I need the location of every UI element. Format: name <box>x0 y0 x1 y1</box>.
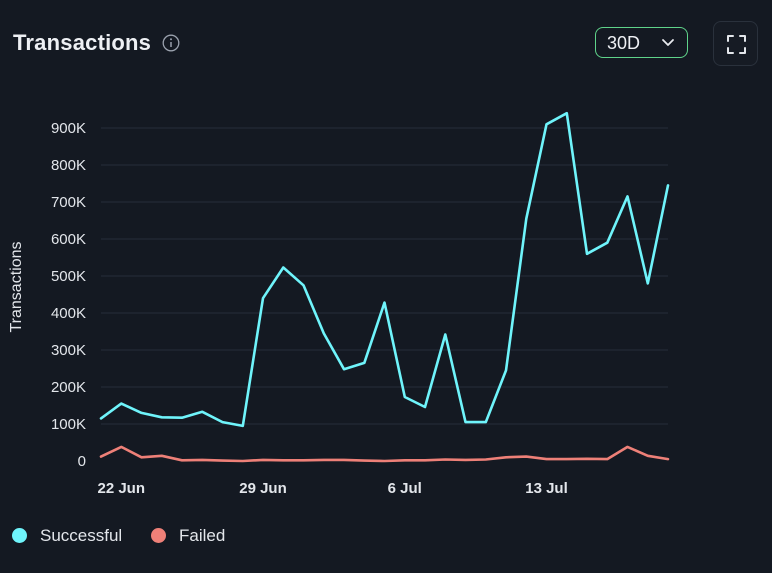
time-range-value: 30D <box>607 33 641 53</box>
y-tick-label: 800K <box>51 157 86 174</box>
y-tick-label: 400K <box>51 305 86 322</box>
legend-successful-swatch <box>12 528 27 543</box>
chart-series <box>99 111 670 463</box>
x-tick-label: 6 Jul <box>388 480 422 497</box>
chevron-down-icon <box>662 39 674 46</box>
y-tick-label: 700K <box>51 194 86 211</box>
page-title: Transactions <box>13 30 152 55</box>
y-tick-label: 0 <box>78 453 86 470</box>
chart-grid <box>101 127 668 425</box>
fullscreen-icon <box>727 35 746 54</box>
x-tick-label: 29 Jun <box>239 480 287 497</box>
info-circle-icon[interactable] <box>162 34 180 52</box>
x-tick-label: 22 Jun <box>97 480 145 497</box>
y-tick-label: 900K <box>51 120 86 137</box>
y-tick-label: 600K <box>51 231 86 248</box>
y-tick-label: 300K <box>51 342 86 359</box>
time-range-select[interactable]: 30D <box>595 27 688 58</box>
y-tick-label: 100K <box>51 416 86 433</box>
legend-successful-label: Successful <box>40 526 123 545</box>
series-line-successful <box>99 111 670 428</box>
legend-failed-label: Failed <box>179 526 226 545</box>
legend-item-failed[interactable]: Failed <box>151 525 241 545</box>
fullscreen-button[interactable] <box>713 21 758 66</box>
x-axis-ticks: 22 Jun 29 Jun 6 Jul 13 Jul <box>97 480 567 497</box>
legend-failed-swatch <box>151 528 166 543</box>
y-axis-label: Transactions <box>8 242 25 333</box>
y-tick-label: 500K <box>51 268 86 285</box>
x-tick-label: 13 Jul <box>525 480 568 497</box>
series-line-failed <box>99 445 670 463</box>
y-axis-ticks: 0 100K 200K 300K 400K 500K 600K 700K 800K 900K <box>51 120 86 470</box>
y-tick-label: 200K <box>51 379 86 396</box>
legend-item-successful[interactable]: Successful <box>12 525 142 545</box>
